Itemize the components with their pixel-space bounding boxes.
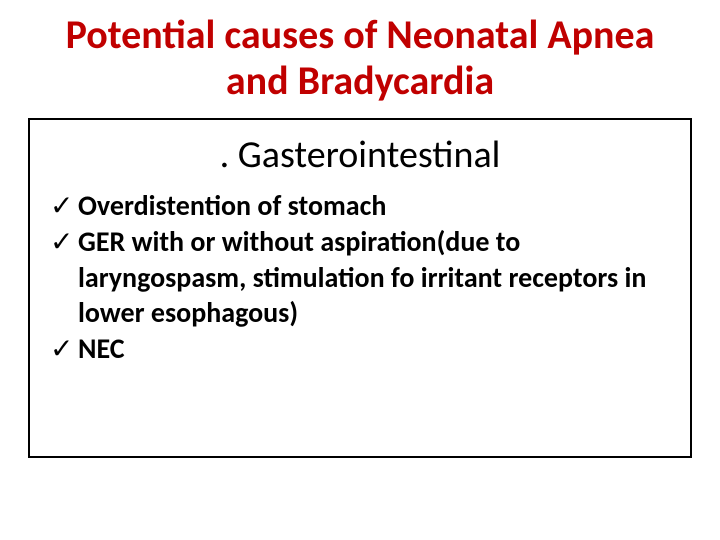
content-box: . Gasterointestinal ✓ Overdistention of …: [28, 118, 692, 458]
slide-title: Potential causes of Neonatal Apnea and B…: [28, 12, 692, 104]
list-item: ✓ GER with or without aspiration(due to …: [50, 224, 670, 331]
list-item-text: NEC: [78, 331, 670, 367]
list-item: ✓ Overdistention of stomach: [50, 188, 670, 224]
checkmark-icon: ✓: [50, 331, 78, 367]
list-item-text: Overdistention of stomach: [78, 188, 670, 224]
section-subtitle: . Gasterointestinal: [50, 132, 670, 178]
checkmark-icon: ✓: [50, 224, 78, 260]
list-item: ✓ NEC: [50, 331, 670, 367]
list-item-text: GER with or without aspiration(due to la…: [78, 224, 670, 331]
slide-container: Potential causes of Neonatal Apnea and B…: [0, 0, 720, 540]
checkmark-icon: ✓: [50, 188, 78, 224]
